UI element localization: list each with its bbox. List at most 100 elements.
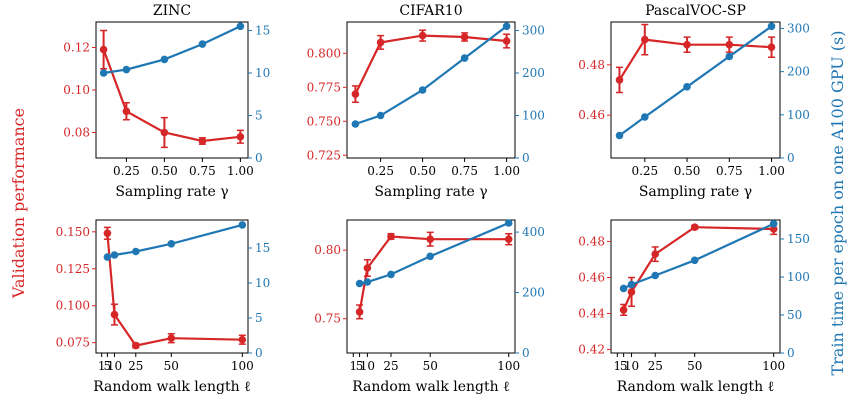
right-y-tick-label: 15 <box>255 241 270 255</box>
x-tick-label: 0.75 <box>716 164 743 178</box>
x-tick-label: 50 <box>164 359 179 373</box>
x-tick-label: 0.25 <box>631 164 658 178</box>
data-point-right <box>615 131 624 140</box>
data-point-left <box>504 235 513 243</box>
right-y-tick-label: 0 <box>255 151 263 165</box>
x-tick-label: 10 <box>624 359 639 373</box>
panel-title: CIFAR10 <box>399 3 462 19</box>
data-point-left <box>615 76 624 84</box>
right-y-tick-label: 0 <box>522 151 530 165</box>
data-point-left <box>99 45 108 54</box>
x-tick-label: 0.50 <box>409 164 436 178</box>
left-y-tick-label: 0.48 <box>578 235 605 249</box>
left-y-tick-label: 0.42 <box>578 342 605 356</box>
data-point-left <box>418 31 427 40</box>
right-y-tick-label: 0 <box>787 346 795 360</box>
x-tick-label: 1 <box>349 359 357 373</box>
series-line-right <box>103 25 241 75</box>
left-y-tick-label: 0.775 <box>307 80 341 94</box>
x-axis-label: Random walk length ℓ <box>352 379 510 395</box>
right-y-tick-label: 50 <box>787 308 802 322</box>
left-y-tick-label: 0.125 <box>56 262 90 276</box>
x-tick-label: 0.25 <box>367 164 394 178</box>
right-y-tick-label: 400 <box>522 225 545 239</box>
data-point-left <box>132 341 140 350</box>
chart-panel-1: CIFAR10 0.25 0.50 0.75 1.00 Sampling rate γ 0.… <box>307 3 545 200</box>
data-point-right <box>504 219 513 227</box>
right-y-tick-label: 5 <box>255 109 263 123</box>
right-y-tick-label: 200 <box>522 66 545 80</box>
data-point-left <box>683 40 691 49</box>
x-tick-label: 5 <box>620 359 628 373</box>
data-point-left <box>725 40 734 49</box>
data-point-right <box>769 220 778 228</box>
data-point-right <box>376 111 385 120</box>
data-point-right <box>619 284 628 293</box>
data-point-right <box>99 69 108 77</box>
left-y-tick-label: 0.75 <box>314 312 341 326</box>
left-y-tick-label: 0.750 <box>307 114 341 128</box>
data-point-right <box>167 240 176 248</box>
x-tick-label: 0.50 <box>151 164 178 178</box>
data-point-left <box>236 133 245 141</box>
x-tick-label: 0.75 <box>189 164 216 178</box>
shared-left-axis-label: Validation performance <box>9 108 28 299</box>
plot-frame <box>610 219 781 354</box>
data-point-right <box>351 120 360 128</box>
data-point-right <box>198 40 207 48</box>
right-y-tick-label: 100 <box>787 270 810 284</box>
data-point-right <box>627 280 636 289</box>
data-point-right <box>725 52 734 61</box>
data-point-right <box>460 54 469 62</box>
data-point-left <box>651 250 659 258</box>
x-tick-label: 1.00 <box>227 164 254 178</box>
x-axis-label: Sampling rate γ <box>374 184 487 200</box>
left-y-tick-label: 0.12 <box>63 41 90 55</box>
x-tick-label: 0.50 <box>674 164 701 178</box>
data-point-left <box>690 223 699 231</box>
left-y-tick-label: 0.08 <box>63 126 90 140</box>
data-point-right <box>363 278 372 286</box>
x-axis-label: Sampling rate γ <box>639 184 752 200</box>
data-point-right <box>132 247 140 256</box>
data-point-left <box>110 310 119 319</box>
series-line-right <box>623 222 775 290</box>
data-point-right <box>238 221 247 229</box>
data-point-right <box>387 270 395 279</box>
plot-frame <box>610 21 781 159</box>
right-y-tick-label: 0 <box>787 151 795 165</box>
left-y-tick-label: 0.48 <box>578 58 605 72</box>
x-tick-label: 10 <box>107 359 122 373</box>
data-point-left <box>426 235 435 243</box>
plot-frame <box>346 21 516 159</box>
data-point-left <box>641 35 649 44</box>
x-tick-label: 50 <box>423 359 438 373</box>
right-y-tick-label: 10 <box>255 276 270 290</box>
left-y-tick-label: 0.150 <box>56 225 90 239</box>
data-point-right <box>160 55 169 64</box>
data-point-right <box>502 22 511 31</box>
right-y-tick-label: 100 <box>787 108 810 122</box>
data-point-right <box>236 22 245 31</box>
left-y-tick-label: 0.80 <box>314 243 341 257</box>
x-tick-label: 100 <box>497 359 520 373</box>
left-y-tick-label: 0.725 <box>307 148 341 162</box>
series-line-left <box>358 235 509 313</box>
data-point-left <box>460 33 469 41</box>
left-y-tick-label: 0.800 <box>307 46 341 60</box>
x-tick-label: 1 <box>613 359 621 373</box>
data-point-left <box>238 335 247 344</box>
x-tick-label: 1.00 <box>493 164 520 178</box>
chart-panel-2: PascalVOC-SP 0.25 0.50 0.75 1.00 Sampling rat… <box>578 3 810 200</box>
x-tick-label: 1 <box>98 359 106 373</box>
data-point-right <box>641 113 649 121</box>
data-point-left <box>502 37 511 45</box>
right-y-tick-label: 0 <box>522 346 530 360</box>
plot-frame <box>95 219 249 354</box>
right-y-tick-label: 0 <box>255 346 263 360</box>
x-tick-label: 0.75 <box>451 164 478 178</box>
panel-title: PascalVOC-SP <box>645 3 746 19</box>
